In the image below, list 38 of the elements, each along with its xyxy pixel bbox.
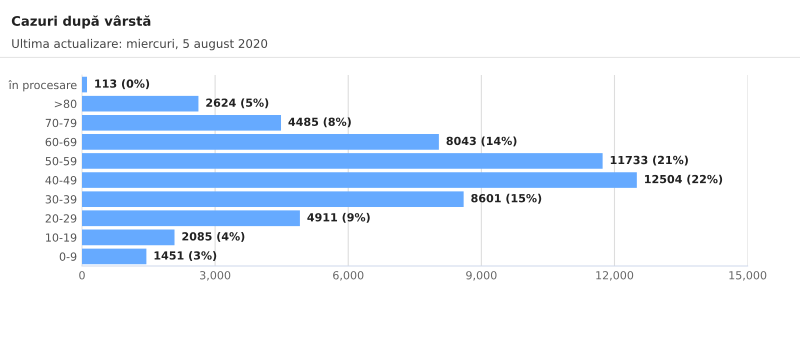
chart-subtitle: Ultima actualizare: miercuri, 5 august 2020 <box>12 38 268 50</box>
data-label: 113 (0%) <box>95 79 150 90</box>
x-tick-label: 6,000 <box>333 271 364 281</box>
bar <box>82 230 175 246</box>
bar <box>82 114 282 131</box>
x-tick-label: 12,000 <box>596 271 634 281</box>
bar <box>82 153 603 169</box>
data-label: 8601 (15%) <box>471 194 542 204</box>
x-tick-label: 0 <box>79 271 85 280</box>
chart-title: Cazuri după vârstă <box>12 15 150 29</box>
bar <box>82 134 439 150</box>
y-tick-label: 0-9 <box>60 252 76 261</box>
data-label: 2624 (5%) <box>206 98 268 108</box>
y-tick-label: 40-49 <box>45 176 76 184</box>
y-tick-label: >80 <box>54 100 76 108</box>
bar <box>82 248 146 264</box>
data-label: 11733 (21%) <box>610 156 688 166</box>
data-label: 4485 (8%) <box>288 117 351 128</box>
bar <box>82 76 88 92</box>
data-label: 2085 (4%) <box>182 232 244 242</box>
y-tick-label: 70-79 <box>46 118 76 128</box>
x-tick-label: 15,000 <box>729 271 766 281</box>
y-tick-label: 20-29 <box>46 214 76 223</box>
y-tick-label: 50-59 <box>46 156 76 166</box>
y-tick-label: 30-39 <box>46 195 76 204</box>
bar <box>82 172 637 188</box>
data-label: 8043 (14%) <box>446 136 516 146</box>
y-tick-label: în procesare <box>8 80 77 92</box>
data-label: 4911 (9%) <box>307 212 370 223</box>
bar <box>82 96 198 112</box>
data-label: 1451 (3%) <box>154 251 216 261</box>
y-tick-label: 60-69 <box>46 138 76 146</box>
y-tick-label: 10-19 <box>46 233 76 242</box>
x-tick-label: 9,000 <box>466 271 497 281</box>
x-tick-label: 3,000 <box>200 271 230 281</box>
bar <box>82 191 464 207</box>
data-label: 12504 (22%) <box>645 174 722 185</box>
bar <box>82 210 300 226</box>
